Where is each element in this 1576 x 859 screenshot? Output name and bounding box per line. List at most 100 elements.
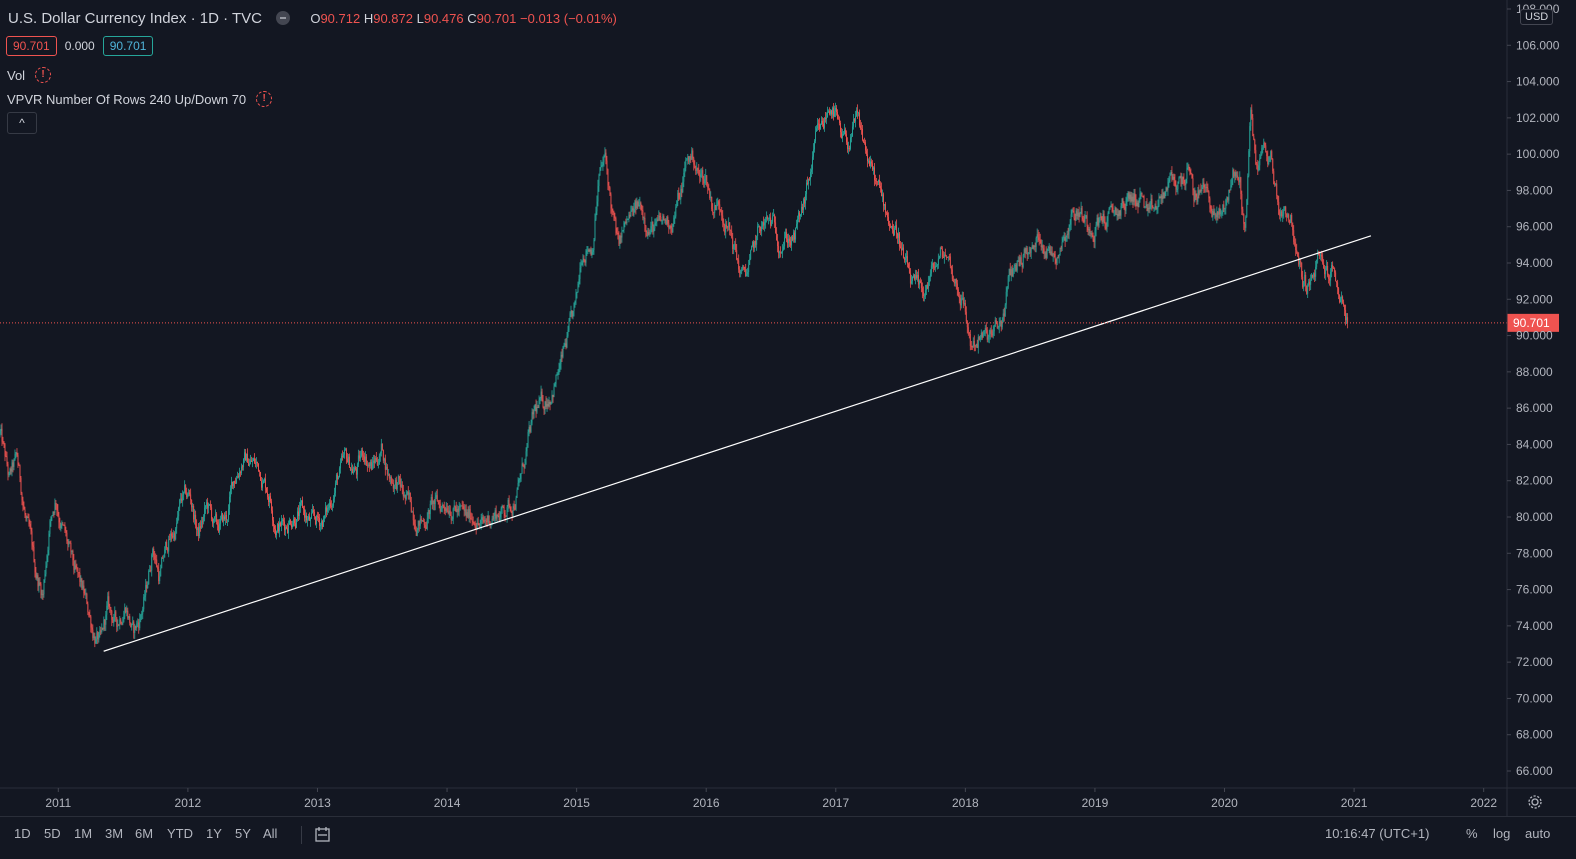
- timeframe-1y-button[interactable]: 1Y: [206, 826, 222, 841]
- candle-body: [146, 585, 147, 588]
- candle-body: [1180, 176, 1181, 184]
- indicator-vpvr[interactable]: VPVR Number Of Rows 240 Up/Down 70 !: [7, 91, 272, 107]
- auto-scale-toggle[interactable]: auto: [1525, 826, 1550, 841]
- candle-body: [713, 212, 714, 213]
- candle-body: [585, 260, 586, 262]
- candle-body: [59, 522, 60, 528]
- hide-legend-icon[interactable]: [276, 11, 290, 25]
- candle-body: [1322, 257, 1323, 264]
- candle-body: [502, 506, 503, 509]
- warning-icon[interactable]: !: [35, 67, 51, 83]
- candle-body: [816, 128, 817, 131]
- candle-body: [891, 226, 892, 227]
- candle-body: [388, 474, 389, 475]
- candle-body: [182, 495, 183, 502]
- candle-body: [547, 404, 548, 407]
- log-scale-toggle[interactable]: log: [1493, 826, 1510, 841]
- candle-body: [449, 511, 450, 514]
- timeframe-6m-button[interactable]: 6M: [135, 826, 153, 841]
- candle-body: [718, 201, 719, 204]
- candle-body: [1017, 261, 1018, 271]
- symbol-title[interactable]: U.S. Dollar Currency Index · 1D · TVC: [8, 10, 262, 27]
- settings-gear-icon[interactable]: [1527, 794, 1543, 810]
- x-tick-label: 2022: [1470, 796, 1497, 810]
- collapse-indicators-button[interactable]: ^: [7, 112, 37, 134]
- candle-body: [1243, 214, 1244, 223]
- candle-body: [210, 504, 211, 507]
- candle-body: [1230, 185, 1231, 190]
- timeframe-5d-button[interactable]: 5D: [44, 826, 61, 841]
- warning-icon[interactable]: !: [256, 91, 272, 107]
- candle-body: [936, 266, 937, 267]
- timeframe-1d-button[interactable]: 1D: [14, 826, 31, 841]
- candle-body: [856, 110, 857, 116]
- buy-price-box[interactable]: 90.701: [103, 36, 154, 56]
- candle-body: [574, 303, 575, 311]
- timeframe-ytd-button[interactable]: YTD: [167, 826, 193, 841]
- candle-body: [734, 244, 735, 245]
- candle-body: [147, 584, 148, 588]
- candle-body: [1021, 257, 1022, 263]
- candle-body: [260, 472, 261, 481]
- candle-body: [333, 499, 334, 506]
- candle-body: [742, 267, 743, 270]
- candle-body: [1107, 221, 1108, 229]
- candle-body: [44, 574, 45, 580]
- candle-body: [478, 523, 479, 524]
- candle-body: [955, 279, 956, 283]
- candle-body: [843, 134, 844, 135]
- candle-body: [281, 521, 282, 526]
- candle-body: [658, 216, 659, 220]
- sell-price-box[interactable]: 90.701: [6, 36, 57, 56]
- candle-body: [954, 282, 955, 283]
- candle-body: [401, 484, 402, 486]
- percent-scale-toggle[interactable]: %: [1466, 826, 1478, 841]
- indicator-vol[interactable]: Vol !: [7, 67, 51, 83]
- candle-body: [383, 450, 384, 460]
- candle-body: [884, 204, 885, 205]
- candle-body: [205, 506, 206, 508]
- candle-body: [150, 570, 151, 571]
- timeframe-1m-button[interactable]: 1M: [74, 826, 92, 841]
- candle-body: [1288, 214, 1289, 219]
- candle-body: [957, 283, 958, 289]
- candle-body: [337, 475, 338, 480]
- candle-body: [189, 493, 190, 495]
- date-range-icon[interactable]: [314, 826, 332, 844]
- candle-body: [835, 108, 836, 111]
- candle-body: [634, 201, 635, 209]
- candle-body: [365, 457, 366, 462]
- candle-body: [453, 509, 454, 519]
- candle-body: [1140, 194, 1141, 200]
- candle-body: [1331, 265, 1332, 272]
- candle-body: [216, 514, 217, 522]
- y-tick-label: 106.000: [1516, 38, 1560, 52]
- candle-body: [439, 502, 440, 504]
- candle-body: [1279, 214, 1280, 215]
- timeframe-3m-button[interactable]: 3M: [105, 826, 123, 841]
- candle-body: [1007, 288, 1008, 292]
- candle-body: [1216, 212, 1217, 217]
- candle-body: [878, 180, 879, 182]
- candle-body: [837, 112, 838, 119]
- candle-body: [202, 521, 203, 522]
- candle-body: [369, 465, 370, 466]
- timeframe-5y-button[interactable]: 5Y: [235, 826, 251, 841]
- candle-body: [851, 137, 852, 138]
- candle-body: [618, 234, 619, 243]
- candle-body: [485, 520, 486, 521]
- candle-body: [865, 142, 866, 150]
- trendline[interactable]: [104, 236, 1371, 651]
- candle-body: [998, 327, 999, 328]
- candle-body: [67, 541, 68, 545]
- clock-readout[interactable]: 10:16:47 (UTC+1): [1325, 826, 1429, 841]
- currency-badge[interactable]: USD: [1520, 9, 1553, 25]
- candle-body: [1159, 197, 1160, 198]
- timeframe-all-button[interactable]: All: [263, 826, 277, 841]
- candle-body: [1274, 184, 1275, 185]
- candle-body: [100, 630, 101, 632]
- candle-body: [446, 508, 447, 511]
- candle-body: [645, 226, 646, 232]
- high-label: H: [364, 11, 373, 26]
